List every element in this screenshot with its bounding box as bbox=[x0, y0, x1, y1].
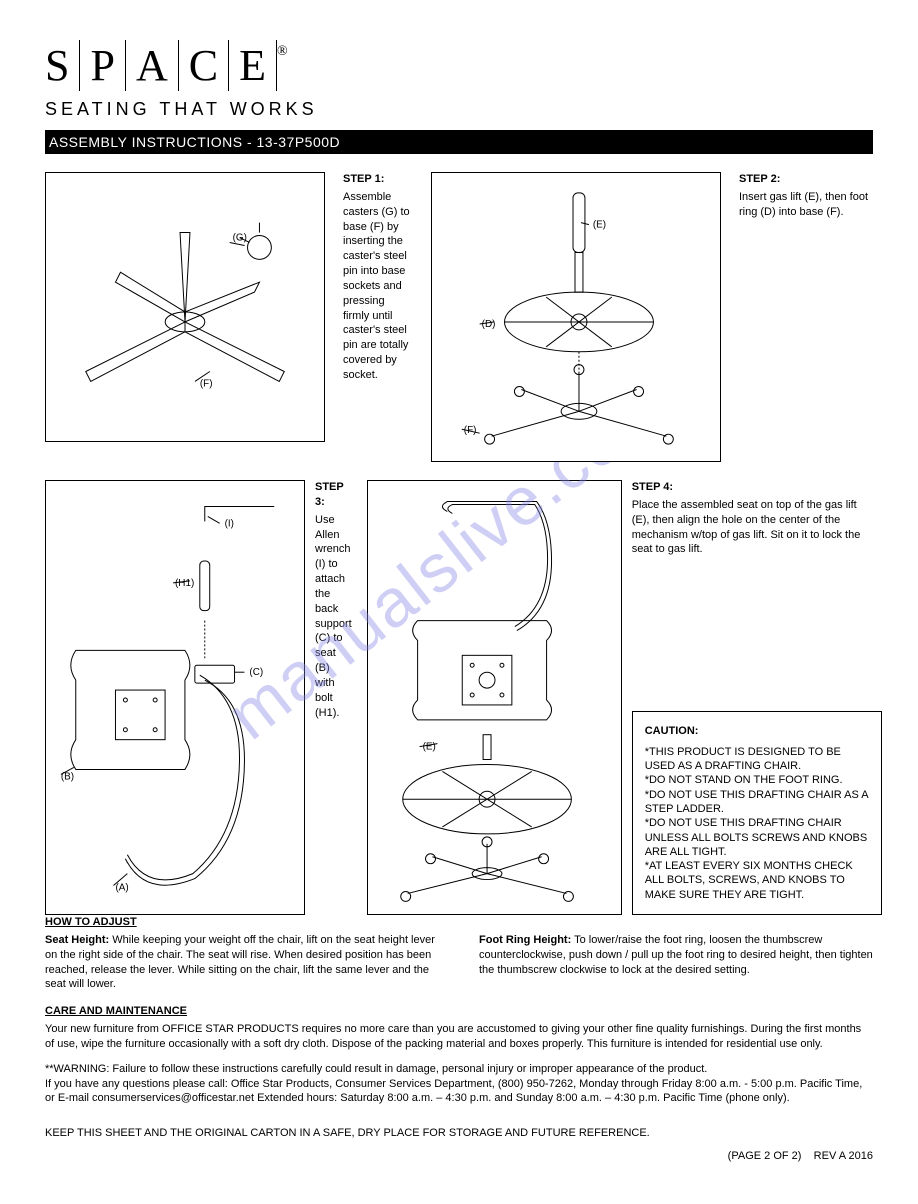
logo-letter-s: S bbox=[45, 40, 80, 91]
step1-label-g: (G) bbox=[233, 232, 247, 243]
step2-title: STEP 2: bbox=[739, 172, 873, 187]
step4-group: (E) STEP 4: Place the assembled seat on … bbox=[367, 480, 882, 915]
footer: KEEP THIS SHEET AND THE ORIGINAL CARTON … bbox=[45, 1126, 873, 1164]
step3-label-i: (I) bbox=[225, 518, 234, 529]
step1-title: STEP 1: bbox=[343, 172, 413, 187]
subtitle: SEATING THAT WORKS bbox=[45, 99, 873, 120]
step4-diagram: (E) bbox=[368, 481, 621, 914]
logo-letter-c: C bbox=[179, 40, 229, 91]
step1-label-f: (F) bbox=[200, 378, 213, 389]
foot-ring-label: Foot Ring Height: bbox=[479, 934, 571, 946]
logo-letter-e: E bbox=[229, 40, 277, 91]
step2-text: STEP 2: Insert gas lift (E), then foot r… bbox=[739, 172, 873, 462]
step3-label-a: (A) bbox=[115, 883, 128, 894]
caution-title: CAUTION: bbox=[645, 724, 869, 738]
footer-note: KEEP THIS SHEET AND THE ORIGINAL CARTON … bbox=[45, 1126, 873, 1141]
step3-group: (I) (H1) (C) (B) (A) STEP 3: Use Allen w… bbox=[45, 480, 352, 915]
warning-section: **WARNING: Failure to follow these instr… bbox=[45, 1062, 873, 1107]
step3-label-h1: (H1) bbox=[175, 578, 194, 589]
step1-figure: (G) (F) bbox=[45, 172, 325, 442]
step2-diagram: (E) (D) (F) bbox=[432, 173, 720, 461]
logo-letter-a: A bbox=[126, 40, 179, 91]
step4-figure: (E) bbox=[367, 480, 622, 915]
step2-label-d: (D) bbox=[482, 319, 496, 330]
step4-label-e: (E) bbox=[422, 742, 435, 753]
step3-label-c: (C) bbox=[249, 667, 263, 678]
step4-body: Place the assembled seat on top of the g… bbox=[632, 498, 872, 557]
care-title: CARE AND MAINTENANCE bbox=[45, 1004, 873, 1019]
footer-rev: REV A 2016 bbox=[814, 1150, 873, 1162]
step2-label-e: (E) bbox=[593, 220, 606, 231]
caution-line3: *DO NOT USE THIS DRAFTING CHAIR AS A STE… bbox=[645, 788, 869, 817]
row-1: (G) (F) STEP 1: Assemble casters (G) to … bbox=[45, 172, 873, 462]
warning-line2: If you have any questions please call: O… bbox=[45, 1077, 873, 1107]
step2-body: Insert gas lift (E), then foot ring (D) … bbox=[739, 190, 873, 220]
adjust-title: HOW TO ADJUST bbox=[45, 915, 873, 930]
seat-height-label: Seat Height: bbox=[45, 934, 109, 946]
caution-line5: *AT LEAST EVERY SIX MONTHS CHECK ALL BOL… bbox=[645, 859, 869, 902]
step4-text: STEP 4: Place the assembled seat on top … bbox=[632, 480, 872, 691]
caution-line1: *THIS PRODUCT IS DESIGNED TO BE USED AS … bbox=[645, 745, 869, 774]
care-section: CARE AND MAINTENANCE Your new furniture … bbox=[45, 1004, 873, 1052]
title-bar: ASSEMBLY INSTRUCTIONS - 13-37P500D bbox=[45, 130, 873, 154]
caution-line4: *DO NOT USE THIS DRAFTING CHAIR UNLESS A… bbox=[645, 816, 869, 859]
step4-title: STEP 4: bbox=[632, 480, 872, 495]
caution-line2: *DO NOT STAND ON THE FOOT RING. bbox=[645, 773, 869, 787]
care-body: Your new furniture from OFFICE STAR PROD… bbox=[45, 1022, 873, 1052]
footer-page: (PAGE 2 OF 2) bbox=[728, 1150, 802, 1162]
step3-body: Use Allen wrench (I) to attach the back … bbox=[315, 513, 352, 721]
step1-diagram: (G) (F) bbox=[46, 173, 324, 441]
step3-diagram: (I) (H1) (C) (B) (A) bbox=[46, 481, 304, 914]
footer-right: (PAGE 2 OF 2) REV A 2016 bbox=[45, 1149, 873, 1164]
step2-figure: (E) (D) (F) bbox=[431, 172, 721, 462]
warning-line1: **WARNING: Failure to follow these instr… bbox=[45, 1062, 873, 1077]
caution-box: CAUTION: *THIS PRODUCT IS DESIGNED TO BE… bbox=[632, 711, 882, 915]
logo: SPACE® bbox=[45, 40, 873, 91]
step1-text: STEP 1: Assemble casters (G) to base (F)… bbox=[343, 172, 413, 462]
adjust-section: HOW TO ADJUST Seat Height: While keeping… bbox=[45, 915, 873, 992]
logo-letter-p: P bbox=[80, 40, 125, 91]
step3-figure: (I) (H1) (C) (B) (A) bbox=[45, 480, 305, 915]
row-2: (I) (H1) (C) (B) (A) STEP 3: Use Allen w… bbox=[45, 480, 873, 915]
step3-text: STEP 3: Use Allen wrench (I) to attach t… bbox=[315, 480, 352, 915]
logo-registered: ® bbox=[277, 44, 288, 59]
step1-body: Assemble casters (G) to base (F) by inse… bbox=[343, 190, 413, 383]
step3-title: STEP 3: bbox=[315, 480, 352, 510]
